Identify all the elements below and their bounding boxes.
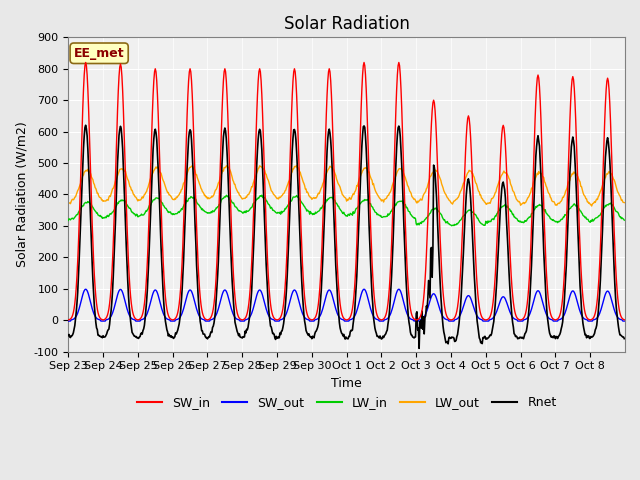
X-axis label: Time: Time bbox=[332, 377, 362, 390]
Y-axis label: Solar Radiation (W/m2): Solar Radiation (W/m2) bbox=[15, 121, 28, 267]
Text: EE_met: EE_met bbox=[74, 47, 124, 60]
Title: Solar Radiation: Solar Radiation bbox=[284, 15, 410, 33]
Legend: SW_in, SW_out, LW_in, LW_out, Rnet: SW_in, SW_out, LW_in, LW_out, Rnet bbox=[132, 391, 562, 414]
